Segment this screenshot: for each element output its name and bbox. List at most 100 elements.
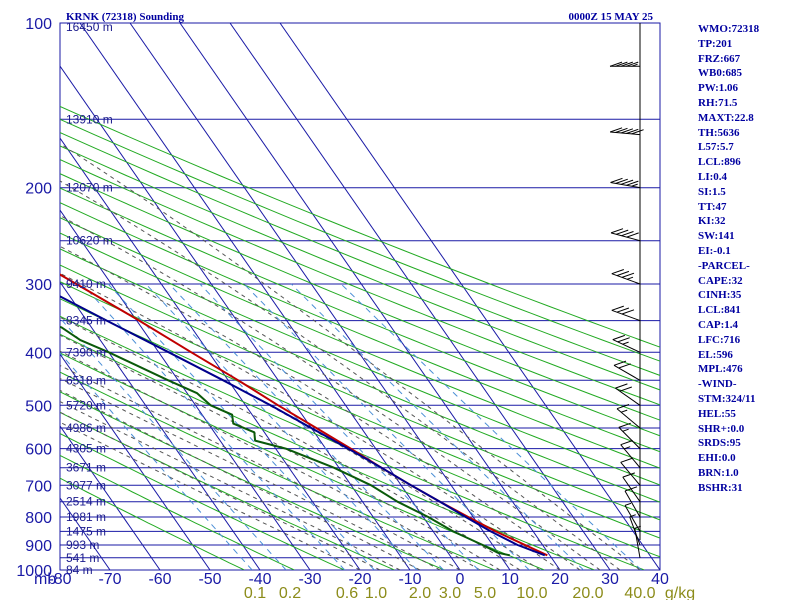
index-item: BRN:1.0 xyxy=(698,466,739,479)
index-item: HEL:55 xyxy=(698,407,736,420)
time-title: 0000Z 15 MAY 25 xyxy=(569,11,654,23)
temperature-tick-label: 10 xyxy=(501,571,519,588)
dry-adiabat xyxy=(60,298,660,558)
index-item: WB0:685 xyxy=(698,67,742,80)
wind-barb xyxy=(612,334,641,353)
mixing-ratio-label: 0.1 xyxy=(244,585,266,600)
height-label: 8345 m xyxy=(66,314,106,328)
dry-adiabat xyxy=(60,173,660,421)
moist-adiabats xyxy=(60,143,641,570)
pressure-tick-label: 300 xyxy=(25,277,52,294)
index-item: LCL:841 xyxy=(698,304,741,317)
height-label: 6518 m xyxy=(66,373,106,387)
dry-adiabat xyxy=(60,477,245,570)
dry-adiabat xyxy=(60,217,660,469)
dry-adiabat xyxy=(60,159,660,406)
wind-barb xyxy=(624,486,641,518)
height-label: 13910 m xyxy=(66,112,113,126)
dry-adiabat xyxy=(60,187,660,437)
temperature-tick-label: -20 xyxy=(348,571,371,588)
mixing-ratio-labels: 0.1 0.2 0.6 1.0 2.0 3.0 5.0 10.0 20.0 40.0 g/kg xyxy=(244,585,695,600)
wind-barb xyxy=(616,404,641,429)
mixing-ratio-line xyxy=(145,283,418,570)
mixing-ratio-lines xyxy=(60,283,642,570)
mixing-ratio-unit: g/kg xyxy=(665,585,695,600)
height-label: 12070 m xyxy=(66,181,113,195)
temperature-tick-label: 40 xyxy=(651,571,669,588)
temperature-tick-label: -30 xyxy=(298,571,321,588)
mixing-ratio-line xyxy=(60,352,253,570)
isotherm-line xyxy=(129,23,511,570)
moist-adiabat xyxy=(60,421,361,570)
height-label: 10620 m xyxy=(66,234,113,248)
index-item: EL:596 xyxy=(698,348,733,361)
mixing-ratio-label: 3.0 xyxy=(439,585,461,600)
wind-barb xyxy=(609,61,641,67)
mixing-ratio-label: 0.6 xyxy=(336,585,358,600)
height-label: 16450 m xyxy=(66,20,113,34)
height-label: 4986 m xyxy=(66,421,106,435)
moist-adiabat xyxy=(60,143,641,570)
dry-adiabat xyxy=(60,333,595,570)
index-item: CINH:35 xyxy=(698,289,742,302)
moist-adiabat xyxy=(60,364,461,570)
isotherm-line xyxy=(179,23,561,570)
mixing-ratio-line xyxy=(243,283,530,570)
temperature-tick-label: -10 xyxy=(398,571,421,588)
pressure-tick-label: 900 xyxy=(25,538,52,555)
index-item: CAPE:32 xyxy=(698,274,743,287)
mixing-ratio-label: 0.2 xyxy=(279,585,301,600)
index-item: EI:-0.1 xyxy=(698,244,731,257)
dry-adiabat xyxy=(60,248,660,503)
height-label: 1475 m xyxy=(66,524,106,538)
pressure-tick-label: 700 xyxy=(25,478,52,495)
temperature-tick-label: -70 xyxy=(98,571,121,588)
isotherm-line xyxy=(60,137,361,570)
height-label: 7390 m xyxy=(66,345,106,359)
isotherm-grid xyxy=(60,23,660,570)
moist-adiabat xyxy=(60,272,561,570)
moist-adiabat xyxy=(60,316,521,570)
index-item: KI:32 xyxy=(698,215,726,228)
moist-adiabat xyxy=(60,245,581,570)
wind-barb xyxy=(615,383,641,406)
dry-adiabat xyxy=(60,264,660,521)
wind-barb xyxy=(618,422,641,450)
height-label: 1981 m xyxy=(66,510,106,524)
temperature-tick-label: 30 xyxy=(601,571,619,588)
sounding-traces xyxy=(60,273,548,557)
index-item: -PARCEL- xyxy=(698,259,750,272)
moist-adiabat xyxy=(60,180,621,570)
height-label: 84 m xyxy=(66,563,93,577)
dry-adiabat xyxy=(60,131,660,376)
pressure-tick-labels: 100 200 300 400 500 600 700 800 900 1000 xyxy=(16,16,52,580)
wind-barbs xyxy=(609,23,644,558)
index-item: SI:1.5 xyxy=(698,185,726,198)
mixing-ratio-line xyxy=(168,283,444,570)
x-axis-unit-label: mb xyxy=(34,571,56,588)
mixing-ratio-line xyxy=(290,283,584,570)
temperature-tick-label: 20 xyxy=(551,571,569,588)
height-label: 993 m xyxy=(66,538,99,552)
pressure-tick-label: 600 xyxy=(25,442,52,459)
index-item: TT:47 xyxy=(698,200,727,213)
height-label: 4305 m xyxy=(66,442,106,456)
wind-barb xyxy=(611,305,641,322)
mixing-ratio-label: 1.0 xyxy=(365,585,387,600)
moist-adiabat xyxy=(60,411,381,570)
index-item: CAP:1.4 xyxy=(698,318,739,331)
moist-adiabat xyxy=(60,350,481,570)
isotherm-line xyxy=(60,209,311,570)
station-title: KRNK (72318) Sounding xyxy=(66,11,184,23)
moist-adiabat xyxy=(60,377,441,570)
temperature-tick-label: -60 xyxy=(148,571,171,588)
mixing-ratio-label: 10.0 xyxy=(516,585,547,600)
index-item: -WIND- xyxy=(698,378,737,391)
parcel-trace xyxy=(60,295,546,557)
index-item: EHI:0.0 xyxy=(698,452,736,465)
mixing-ratio-label: 5.0 xyxy=(474,585,496,600)
pressure-tick-label: 1000 xyxy=(16,563,52,580)
pressure-tick-label: 100 xyxy=(25,16,52,33)
temperature-tick-labels: mb-80 -70 -60 -50 -40 -30 -20 -10 0 10 20 30 40 xyxy=(34,571,669,588)
wind-barb xyxy=(611,269,641,285)
